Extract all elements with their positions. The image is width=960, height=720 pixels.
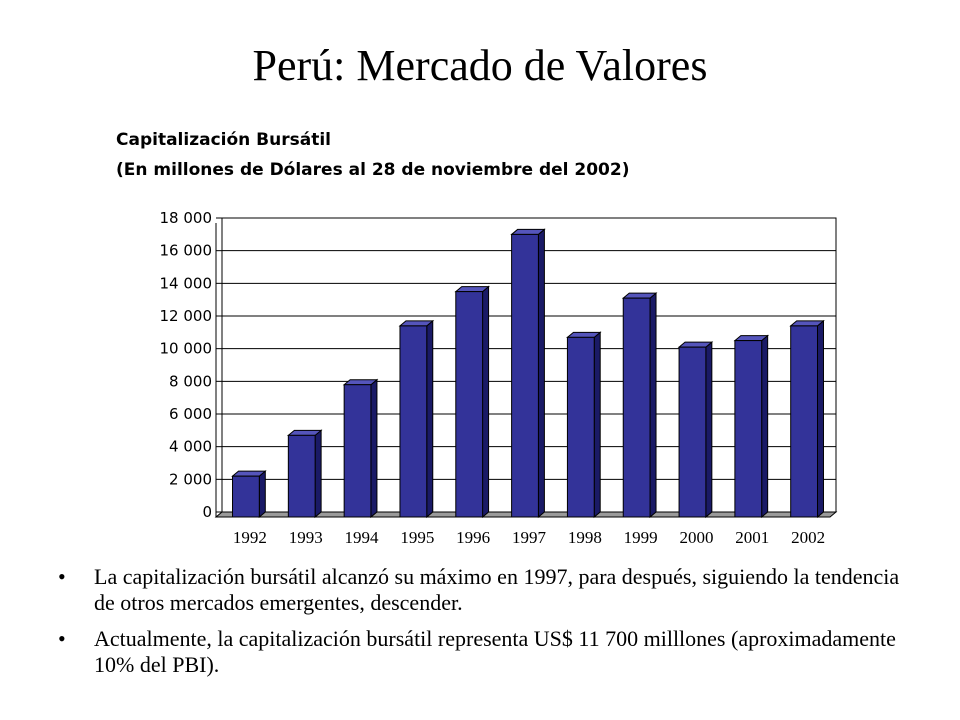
slide-title: Perú: Mercado de Valores xyxy=(252,41,708,90)
bullet-list: • La capitalización bursátil alcanzó su … xyxy=(58,564,918,688)
x-tick-label: 1997 xyxy=(512,528,547,547)
bar xyxy=(790,325,818,518)
x-tick-label: 1999 xyxy=(624,528,658,547)
y-tick-label: 8 000 xyxy=(169,372,212,390)
bar-side xyxy=(258,470,266,519)
bar xyxy=(622,297,651,518)
x-tick-label: 1995 xyxy=(400,528,434,547)
bar-side xyxy=(370,378,378,519)
y-tick-label: 6 000 xyxy=(169,405,212,423)
x-tick-label: 1998 xyxy=(568,528,602,547)
x-tick-label: 2001 xyxy=(735,528,769,547)
bar xyxy=(511,233,539,518)
x-tick-label: 2000 xyxy=(679,528,713,547)
bullet-item: • Actualmente, la capitalización bursáti… xyxy=(58,626,918,678)
bar-side xyxy=(705,341,713,519)
x-tick-label: 1996 xyxy=(456,528,490,547)
bar xyxy=(566,336,595,518)
y-tick-label: 0 xyxy=(202,503,212,521)
bar-top xyxy=(398,320,435,327)
bar-top xyxy=(454,286,490,293)
bar-top xyxy=(566,331,602,338)
bar xyxy=(734,340,763,518)
x-tick-label: 1993 xyxy=(289,528,323,547)
bar-side xyxy=(649,292,657,519)
y-tick-label: 14 000 xyxy=(160,274,213,292)
bullet-marker: • xyxy=(58,564,66,589)
bullet-marker: • xyxy=(58,626,66,651)
bar-side xyxy=(761,334,769,519)
bar-top xyxy=(510,228,546,235)
bar-side xyxy=(816,319,824,519)
bar-top xyxy=(677,341,714,348)
bar-side xyxy=(314,429,322,519)
bar-top xyxy=(231,470,267,477)
bar-top xyxy=(286,429,323,436)
y-tick-label: 2 000 xyxy=(169,470,212,488)
bar xyxy=(678,346,707,518)
bullet-item: • La capitalización bursátil alcanzó su … xyxy=(58,564,918,616)
bar xyxy=(232,475,260,518)
chart-subtitle: (En millones de Dólares al 28 de noviemb… xyxy=(116,160,630,180)
bar-side xyxy=(426,319,434,519)
y-tick-label: 18 000 xyxy=(160,209,213,227)
bar xyxy=(455,291,484,518)
y-tick-label: 4 000 xyxy=(169,438,212,456)
bar-side xyxy=(593,331,601,519)
bar-top xyxy=(342,379,379,386)
bar-top xyxy=(789,320,825,327)
bar xyxy=(343,384,372,518)
x-tick-label: 1994 xyxy=(345,528,380,547)
bullet-text: La capitalización bursátil alcanzó su má… xyxy=(94,564,900,615)
bullet-text: Actualmente, la capitalización bursátil … xyxy=(94,626,896,677)
x-tick-label: 1992 xyxy=(233,528,267,547)
y-tick-label: 12 000 xyxy=(160,307,213,325)
bar xyxy=(399,325,428,518)
bar xyxy=(287,434,316,518)
x-tick-label: 2002 xyxy=(791,528,825,547)
bar-top xyxy=(733,335,770,342)
y-tick-label: 16 000 xyxy=(160,242,213,260)
bar-chart: 0 2 000 4 000 6 000 8 000 10 000 12 000 14 000 1… xyxy=(160,209,838,547)
chart-title: Capitalización Bursátil xyxy=(116,130,331,150)
bar-side xyxy=(537,228,545,519)
y-tick-label: 10 000 xyxy=(160,340,213,358)
bar-side xyxy=(482,285,490,519)
bar-top xyxy=(621,292,658,299)
